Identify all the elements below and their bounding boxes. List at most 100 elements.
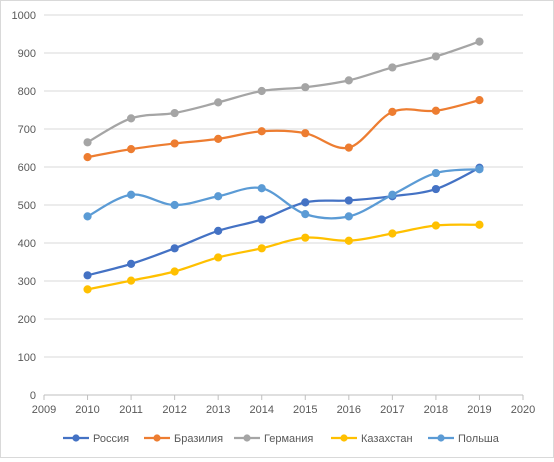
legend-item-4: Казахстан <box>331 433 413 445</box>
legend-label: Казахстан <box>361 433 413 445</box>
legend: Россия Бразилия Германия Казахстан Польша <box>63 433 500 445</box>
data-point <box>431 184 441 194</box>
data-point <box>388 107 397 117</box>
data-point <box>475 37 484 46</box>
series-2 <box>83 96 484 162</box>
y-tick-label: 200 <box>18 314 36 326</box>
series-line <box>87 223 480 291</box>
y-tick-label: 300 <box>18 276 36 288</box>
x-tick-label: 2020 <box>511 404 535 416</box>
legend-marker <box>437 434 445 442</box>
gridlines <box>44 14 523 358</box>
data-point <box>257 86 266 96</box>
data-point <box>431 106 441 115</box>
y-tick-label: 800 <box>18 86 36 98</box>
data-point <box>214 192 223 201</box>
series-3 <box>83 37 484 147</box>
x-tick-label: 2009 <box>32 404 56 416</box>
series-line <box>87 166 480 277</box>
data-point <box>214 226 223 235</box>
data-point <box>170 200 179 210</box>
series-line <box>87 168 480 220</box>
legend-item-2: Бразилия <box>144 433 223 445</box>
data-point <box>344 212 353 221</box>
legend-marker <box>153 434 161 442</box>
data-point <box>475 96 484 105</box>
y-tick-label: 100 <box>18 352 36 364</box>
legend-marker <box>243 434 251 442</box>
data-point <box>170 139 179 148</box>
data-point <box>344 76 353 85</box>
legend-label: Польша <box>458 433 500 445</box>
legend-marker <box>340 434 348 442</box>
data-point <box>83 271 92 280</box>
series-1 <box>83 163 484 280</box>
data-point <box>126 276 136 285</box>
data-point <box>388 190 397 199</box>
x-tick-label: 2019 <box>467 404 491 416</box>
legend-item-3: Германия <box>234 433 313 445</box>
y-tick-label: 900 <box>18 48 36 60</box>
series-line <box>87 99 480 159</box>
legend-item-1: Россия <box>63 433 129 445</box>
data-point <box>126 114 136 123</box>
data-point <box>257 244 266 253</box>
y-tick-label: 500 <box>18 200 36 212</box>
series-lines <box>83 37 484 294</box>
data-point <box>214 253 223 262</box>
data-point <box>126 145 136 154</box>
data-point <box>301 210 310 219</box>
legend-label: Россия <box>93 433 129 445</box>
data-point <box>257 184 266 193</box>
data-point <box>214 134 223 143</box>
series-5 <box>83 165 484 221</box>
data-point <box>83 212 92 221</box>
data-point <box>301 233 310 242</box>
data-point <box>170 108 179 118</box>
legend-item-5: Польша <box>428 433 500 445</box>
data-point <box>301 129 310 138</box>
legend-label: Германия <box>264 433 313 445</box>
y-tick-label: 1000 <box>12 10 36 22</box>
data-point <box>301 198 310 207</box>
x-tick-label: 2011 <box>119 404 143 416</box>
y-tick-label: 600 <box>18 162 36 174</box>
data-point <box>214 98 223 107</box>
data-point <box>431 168 441 178</box>
data-point <box>257 215 266 224</box>
x-tick-label: 2018 <box>424 404 448 416</box>
y-tick-label: 0 <box>30 390 36 402</box>
y-tick-label: 400 <box>18 238 36 250</box>
data-point <box>170 267 179 276</box>
x-tick-label: 2013 <box>206 404 230 416</box>
data-point <box>126 190 136 199</box>
series-line <box>86 40 480 144</box>
data-point <box>83 285 92 294</box>
x-tick-label: 2016 <box>337 404 361 416</box>
data-point <box>344 143 353 152</box>
data-point <box>301 83 310 92</box>
x-tick-label: 2012 <box>162 404 186 416</box>
data-point <box>344 236 353 245</box>
legend-label: Бразилия <box>174 433 223 445</box>
data-point <box>475 165 484 174</box>
data-point <box>475 220 484 229</box>
data-point <box>170 244 179 253</box>
data-point <box>83 138 92 147</box>
axes: 0 100 200 300 400 500 600 700 800 900 1000 2009 2010… <box>12 10 536 416</box>
x-tick-label: 2015 <box>293 404 317 416</box>
data-point <box>83 153 92 162</box>
data-point <box>431 52 441 61</box>
legend-marker <box>72 434 80 442</box>
x-tick-label: 2014 <box>249 404 273 416</box>
data-point <box>257 127 266 136</box>
x-tick-label: 2010 <box>75 404 99 416</box>
data-point <box>344 196 353 205</box>
x-tick-label: 2017 <box>380 404 404 416</box>
data-point <box>388 229 397 238</box>
data-point <box>388 63 397 72</box>
data-point <box>431 221 441 230</box>
series-4 <box>83 220 484 294</box>
